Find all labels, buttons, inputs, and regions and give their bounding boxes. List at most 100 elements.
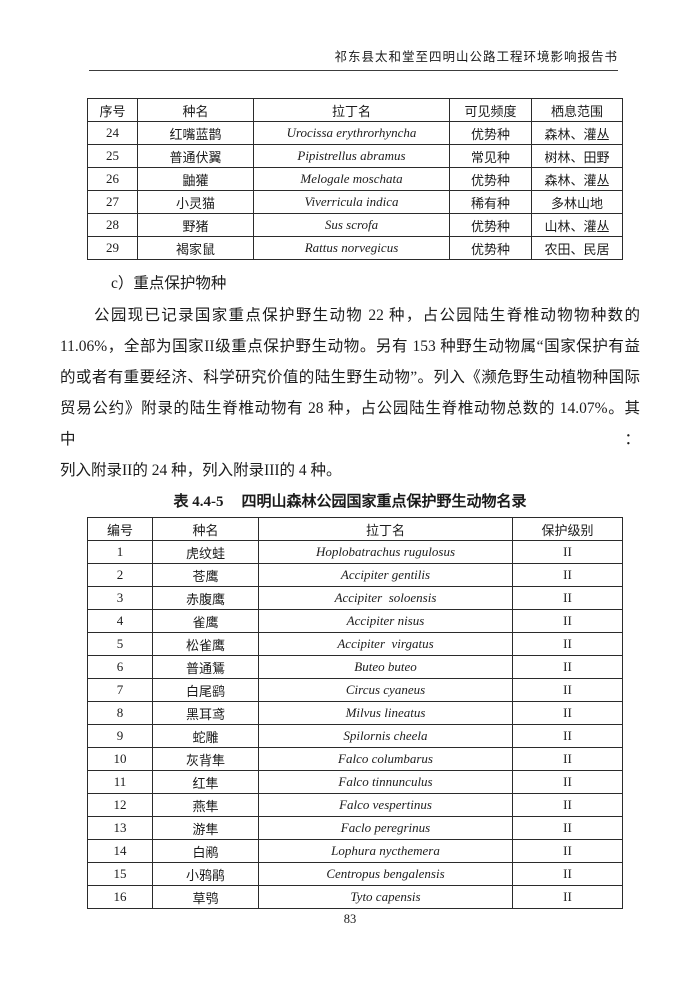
- table-cell: II: [512, 701, 623, 725]
- table-cell: Falco vespertinus: [258, 793, 513, 817]
- paragraph-line: 11.06%，全部为国家II级重点保护野生动物。另有 153 种野生动物属“国家…: [60, 338, 640, 355]
- table-cell: 12: [87, 793, 153, 817]
- table-cell: Centropus bengalensis: [258, 862, 513, 886]
- table-body: 1 虎纹蛙 Hoplobatrachus rugulosus II 2 苍鹰 Accipit…: [87, 540, 623, 909]
- table-cell: 鼬獾: [137, 167, 254, 191]
- table-cell: II: [512, 793, 623, 817]
- paragraph-line: 的或者有重要经济、科学研究价值的陆生野生动物”。列入《濒危野生动植物种国际: [60, 369, 640, 386]
- table-cell: Spilornis cheela: [258, 724, 513, 748]
- column-header: 种名: [152, 517, 259, 541]
- table-cell: 5: [87, 632, 153, 656]
- table-cell: II: [512, 563, 623, 587]
- table-cell: 14: [87, 839, 153, 863]
- table-cell: Melogale moschata: [253, 167, 450, 191]
- table-cell: 多林山地: [531, 190, 623, 214]
- table-cell: Sus scrofa: [253, 213, 450, 237]
- table-cell: 11: [87, 770, 153, 794]
- table-cell: 27: [87, 190, 138, 214]
- table-cell: 白尾鹞: [152, 678, 259, 702]
- table-row: 4 雀鹰 Accipiter nisus II: [87, 609, 623, 633]
- table-cell: 优势种: [449, 213, 532, 237]
- table-cell: II: [512, 655, 623, 679]
- table-cell: Lophura nycthemera: [258, 839, 513, 863]
- table-cell: 野猪: [137, 213, 254, 237]
- header-title: 祁东县太和堂至四明山公路工程环境影响报告书: [334, 50, 618, 64]
- table-cell: Accipiter gentilis: [258, 563, 513, 587]
- table-cell: Faclo peregrinus: [258, 816, 513, 840]
- table-cell: II: [512, 839, 623, 863]
- table-row: 6 普通鵟 Buteo buteo II: [87, 655, 623, 679]
- table-cell: Pipistrellus abramus: [253, 144, 450, 168]
- table-cell: 森林、灌丛: [531, 121, 623, 145]
- table-cell: 2: [87, 563, 153, 587]
- table-cell: 普通鵟: [152, 655, 259, 679]
- table-row: 11 红隼 Falco tinnunculus II: [87, 770, 623, 794]
- table-caption: 表 4.4-5 四明山森林公园国家重点保护野生动物名录: [60, 491, 640, 513]
- table-cell: 虎纹蛙: [152, 540, 259, 564]
- table-row: 15 小鸦鹃 Centropus bengalensis II: [87, 862, 623, 886]
- table-row: 14 白鹇 Lophura nycthemera II: [87, 839, 623, 863]
- table-cell: II: [512, 862, 623, 886]
- column-header: 栖息范围: [531, 98, 623, 122]
- table-cell: Viverricula indica: [253, 190, 450, 214]
- column-header: 种名: [137, 98, 254, 122]
- table-header-row: 序号 种名 拉丁名 可见频度 栖息范围: [87, 98, 623, 122]
- column-header: 拉丁名: [253, 98, 450, 122]
- table-cell: Rattus norvegicus: [253, 236, 450, 260]
- table-cell: Tyto capensis: [258, 885, 513, 909]
- table-row: 28 野猪 Sus scrofa 优势种 山林、灌丛: [87, 213, 623, 237]
- table-cell: 29: [87, 236, 138, 260]
- page-header: 祁东县太和堂至四明山公路工程环境影响报告书: [89, 46, 618, 71]
- table-cell: 9: [87, 724, 153, 748]
- table-cell: Accipiter virgatus: [258, 632, 513, 656]
- table-cell: 常见种: [449, 144, 532, 168]
- column-header: 编号: [87, 517, 153, 541]
- table-cell: 小灵猫: [137, 190, 254, 214]
- table-cell: 8: [87, 701, 153, 725]
- table-cell: Buteo buteo: [258, 655, 513, 679]
- table-cell: 红隼: [152, 770, 259, 794]
- table-cell: 15: [87, 862, 153, 886]
- column-header: 序号: [87, 98, 138, 122]
- table-cell: II: [512, 540, 623, 564]
- protected-species-table: 编号 种名 拉丁名 保护级别 1 虎纹蛙 Hoplobatrachus rugulosus…: [87, 517, 623, 909]
- table-cell: 森林、灌丛: [531, 167, 623, 191]
- column-header: 保护级别: [512, 517, 623, 541]
- table-cell: II: [512, 724, 623, 748]
- table-cell: II: [512, 632, 623, 656]
- table-row: 16 草鸮 Tyto capensis II: [87, 885, 623, 909]
- table-cell: 红嘴蓝鹊: [137, 121, 254, 145]
- table-row: 29 褐家鼠 Rattus norvegicus 优势种 农田、民居: [87, 236, 623, 260]
- table-cell: 优势种: [449, 167, 532, 191]
- table-cell: 蛇雕: [152, 724, 259, 748]
- page-number: 83: [343, 912, 357, 926]
- table-row: 7 白尾鹞 Circus cyaneus II: [87, 678, 623, 702]
- table-cell: 3: [87, 586, 153, 610]
- table-row: 9 蛇雕 Spilornis cheela II: [87, 724, 623, 748]
- table-row: 5 松雀鹰 Accipiter virgatus II: [87, 632, 623, 656]
- species-frequency-table: 序号 种名 拉丁名 可见频度 栖息范围 24 红嘴蓝鹊 Urocissa erythrorh…: [87, 98, 623, 260]
- table-cell: II: [512, 609, 623, 633]
- table-cell: 13: [87, 816, 153, 840]
- table-cell: 7: [87, 678, 153, 702]
- table-cell: 黑耳鸢: [152, 701, 259, 725]
- table-cell: 1: [87, 540, 153, 564]
- table-row: 27 小灵猫 Viverricula indica 稀有种 多林山地: [87, 190, 623, 214]
- table-row: 2 苍鹰 Accipiter gentilis II: [87, 563, 623, 587]
- table-header-row: 编号 种名 拉丁名 保护级别: [87, 517, 623, 541]
- table-row: 10 灰背隼 Falco columbarus II: [87, 747, 623, 771]
- table-cell: 普通伏翼: [137, 144, 254, 168]
- table-cell: Circus cyaneus: [258, 678, 513, 702]
- table-cell: 28: [87, 213, 138, 237]
- table-cell: 苍鹰: [152, 563, 259, 587]
- table-cell: 农田、民居: [531, 236, 623, 260]
- table-cell: 小鸦鹃: [152, 862, 259, 886]
- table-row: 3 赤腹鹰 Accipiter soloensis II: [87, 586, 623, 610]
- table-cell: 优势种: [449, 121, 532, 145]
- table-cell: 山林、灌丛: [531, 213, 623, 237]
- table-cell: 燕隼: [152, 793, 259, 817]
- table-row: 13 游隼 Faclo peregrinus II: [87, 816, 623, 840]
- body-paragraph: 公园现已记录国家重点保护野生动物 22 种，占公园陆生脊椎动物物种数的 11.06…: [60, 300, 640, 486]
- table-body: 24 红嘴蓝鹊 Urocissa erythrorhyncha 优势种 森林、灌丛 25 普…: [87, 121, 623, 260]
